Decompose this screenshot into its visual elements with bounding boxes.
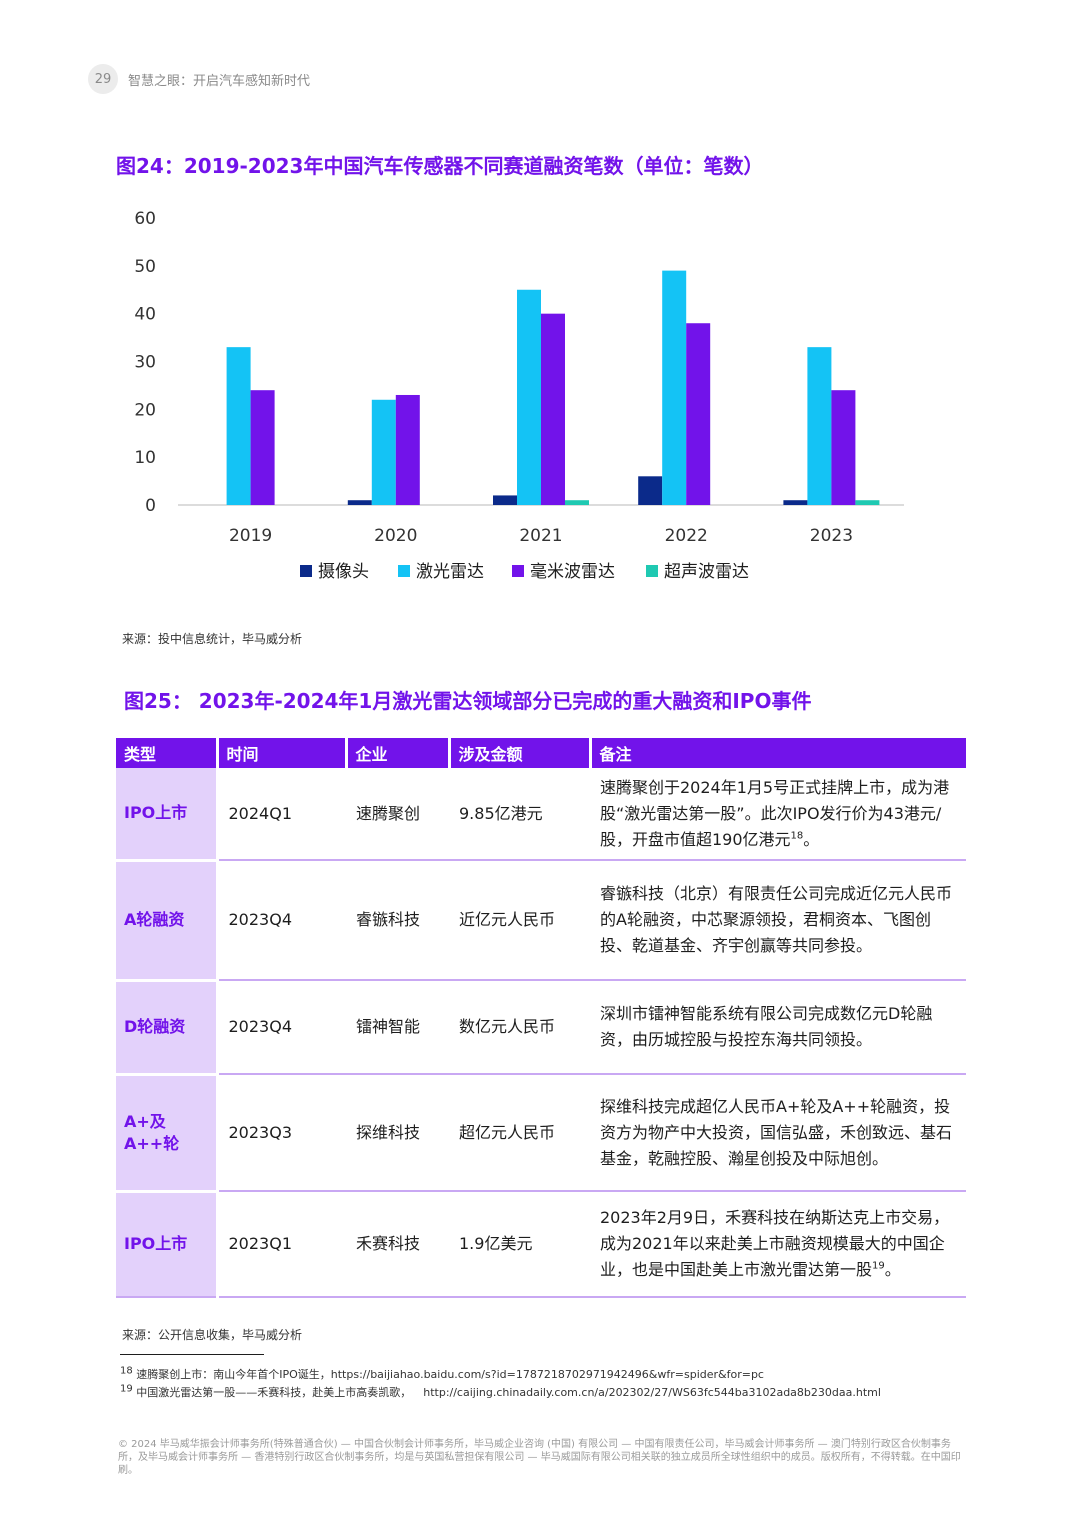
footnote-text: 速腾聚创上市：南山今年首个IPO诞生，https://baijiahao.bai…: [136, 1368, 764, 1381]
y-tick-label: 10: [134, 448, 156, 468]
table-row: IPO上市 2024Q1 速腾聚创 9.85亿港元 速腾聚创于2024年1月5号…: [116, 768, 966, 862]
row-type: D轮融资: [116, 980, 219, 1076]
y-tick-label: 30: [134, 353, 156, 373]
bar: [807, 347, 832, 505]
bar: [783, 500, 808, 505]
row-note: 深圳市镭神智能系统有限公司完成数亿元D轮融资，由历城控股与投控东海共同领投。: [590, 980, 966, 1075]
bar-chart: 0 10 20 30 40 50 60 2019 2020 2021 2022 2023 摄像头 激光雷达…: [134, 209, 904, 582]
legend-label: 超声波雷达: [664, 562, 749, 582]
bar: [395, 394, 420, 505]
footnote-number: 18: [120, 1365, 133, 1377]
y-tick-label: 50: [134, 257, 156, 277]
row-type: A+及A++轮: [116, 1074, 219, 1193]
table-row: A+及A++轮 2023Q3 探维科技 超亿元人民币 探维科技完成超亿人民币A+…: [116, 1074, 966, 1193]
column-header-amount: 涉及金额: [449, 738, 592, 768]
deals-table: 类型 时间 企业 涉及金额 备注 IPO上市 2024Q1 速腾聚创 9.85亿…: [116, 738, 966, 1298]
row-type: IPO上市: [116, 768, 219, 862]
column-header-type: 类型: [116, 738, 219, 768]
column-header-company: 企业: [346, 738, 451, 768]
bar: [638, 476, 663, 505]
bar: [541, 313, 565, 505]
row-amount: 9.85亿港元: [449, 768, 590, 861]
figure-24-title: 图24：2019-2023年中国汽车传感器不同赛道融资笔数（单位：笔数）: [116, 154, 764, 178]
row-amount: 1.9亿美元: [449, 1191, 590, 1298]
bar: [686, 323, 711, 505]
legend-swatch: [300, 565, 312, 577]
row-company: 镭神智能: [346, 980, 449, 1075]
note-tail: 。: [803, 829, 820, 849]
y-tick-label: 0: [145, 496, 156, 516]
row-time: 2023Q3: [217, 1074, 346, 1192]
note-text: 深圳市镭神智能系统有限公司完成数亿元D轮融资，由历城控股与投控东海共同领投。: [600, 1004, 933, 1049]
x-tick-label: 2020: [374, 526, 417, 546]
legend-swatch: [646, 565, 658, 577]
page-header: 29 智慧之眼：开启汽车感知新时代: [88, 64, 310, 94]
legend-label: 激光雷达: [416, 562, 484, 582]
page-number: 29: [88, 64, 118, 94]
x-tick-label: 2023: [810, 526, 853, 546]
x-tick-label: 2022: [665, 526, 708, 546]
row-amount: 近亿元人民币: [449, 860, 590, 981]
footnote-ref: 18: [790, 830, 804, 842]
column-header-time: 时间: [217, 738, 348, 768]
note-text: 速腾聚创于2024年1月5号正式挂牌上市，成为港股“激光雷达第一股”。此次IPO…: [600, 777, 950, 849]
note-text: 2023年2月9日，禾赛科技在纳斯达克上市交易，成为2021年以来赴美上市融资规…: [600, 1208, 950, 1279]
y-tick-label: 60: [134, 209, 156, 229]
row-time: 2023Q4: [217, 860, 346, 981]
row-company: 速腾聚创: [346, 768, 449, 861]
figure-25-source: 来源：公开信息收集，毕马威分析: [122, 1328, 303, 1342]
column-header-note: 备注: [590, 738, 966, 768]
header-title: 智慧之眼：开启汽车感知新时代: [128, 73, 311, 89]
legend-swatch: [398, 565, 410, 577]
note-text: 探维科技完成超亿人民币A+轮及A++轮融资，投资方为物产中大投资，国信弘盛，禾创…: [600, 1096, 953, 1168]
row-note: 2023年2月9日，禾赛科技在纳斯达克上市交易，成为2021年以来赴美上市融资规…: [590, 1191, 966, 1298]
bar: [371, 399, 396, 505]
footnote-text: 中国激光雷达第一股——禾赛科技，赴美上市高奏凯歌，: [136, 1386, 412, 1399]
y-tick-label: 40: [134, 305, 156, 325]
footnote-number: 19: [120, 1383, 133, 1395]
legend-swatch: [512, 565, 524, 577]
legend-label: 毫米波雷达: [530, 562, 615, 582]
row-note: 速腾聚创于2024年1月5号正式挂牌上市，成为港股“激光雷达第一股”。此次IPO…: [590, 768, 966, 861]
footnote: 18 速腾聚创上市：南山今年首个IPO诞生，https://baijiahao.…: [120, 1366, 764, 1382]
row-time: 2023Q1: [217, 1191, 346, 1298]
table-row: A轮融资 2023Q4 睿镞科技 近亿元人民币 睿镞科技（北京）有限责任公司完成…: [116, 860, 966, 982]
row-amount: 超亿元人民币: [449, 1074, 590, 1192]
row-company: 探维科技: [346, 1074, 449, 1192]
row-note: 探维科技完成超亿人民币A+轮及A++轮融资，投资方为物产中大投资，国信弘盛，禾创…: [590, 1074, 966, 1192]
bar: [493, 495, 517, 505]
row-note: 睿镞科技（北京）有限责任公司完成近亿元人民币的A轮融资，中芯聚源领投，君桐资本、…: [590, 860, 966, 981]
bar: [226, 347, 251, 505]
footnote-ref: 19: [872, 1260, 885, 1272]
footnote-divider: [120, 1354, 264, 1355]
row-type: IPO上市: [116, 1191, 219, 1298]
y-tick-label: 20: [134, 400, 156, 420]
footnote-link[interactable]: http://caijing.chinadaily.com.cn/a/20230…: [423, 1386, 881, 1399]
figure-25-title: 图25： 2023年-2024年1月激光雷达领域部分已完成的重大融资和IPO事件: [124, 689, 812, 713]
x-tick-label: 2019: [229, 526, 272, 546]
row-company: 睿镞科技: [346, 860, 449, 981]
bar: [347, 500, 372, 505]
table-header-row: 类型 时间 企业 涉及金额 备注: [116, 738, 966, 768]
legal-notice: © 2024 毕马威华振会计师事务所(特殊普通合伙) — 中国合伙制会计师事务所…: [118, 1439, 961, 1476]
bar: [831, 390, 856, 505]
row-type: A轮融资: [116, 860, 219, 982]
bar: [517, 289, 541, 505]
bar: [855, 500, 880, 505]
table-row: IPO上市 2023Q1 禾赛科技 1.9亿美元 2023年2月9日，禾赛科技在…: [116, 1191, 966, 1298]
row-company: 禾赛科技: [346, 1191, 449, 1298]
footnote: 19 中国激光雷达第一股——禾赛科技，赴美上市高奏凯歌， http://caiji…: [120, 1384, 881, 1400]
row-amount: 数亿元人民币: [449, 980, 590, 1075]
bar: [662, 270, 687, 505]
x-tick-label: 2021: [519, 526, 562, 546]
row-time: 2023Q4: [217, 980, 346, 1075]
table-row: D轮融资 2023Q4 镭神智能 数亿元人民币 深圳市镭神智能系统有限公司完成数…: [116, 980, 966, 1076]
bar: [565, 500, 589, 505]
bar: [250, 390, 275, 505]
figure-24-source: 来源：投中信息统计，毕马威分析: [122, 632, 303, 646]
legend-label: 摄像头: [318, 562, 369, 582]
note-tail: 。: [884, 1260, 901, 1279]
row-time: 2024Q1: [217, 768, 346, 861]
note-text: 睿镞科技（北京）有限责任公司完成近亿元人民币的A轮融资，中芯聚源领投，君桐资本、…: [600, 884, 953, 955]
